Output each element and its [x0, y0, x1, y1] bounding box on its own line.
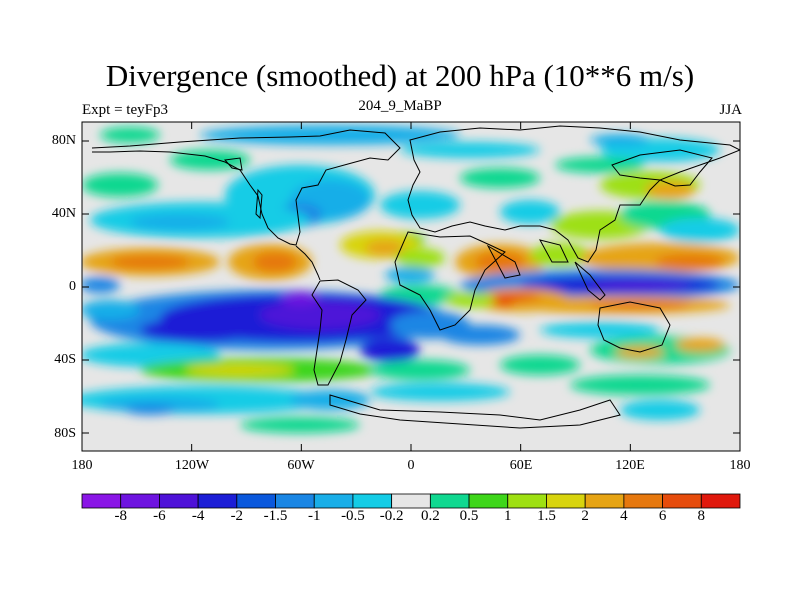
- lat-label: 80N: [51, 133, 76, 148]
- lon-label: 120E: [615, 458, 645, 473]
- colorbar-swatch: [352, 493, 393, 509]
- experiment-label: Expt = teyFp3: [82, 102, 168, 118]
- colorbar-label: -0.2: [379, 508, 404, 524]
- plot-title: Divergence (smoothed) at 200 hPa (10**6 …: [105, 58, 695, 93]
- colorbar-swatch: [662, 493, 702, 509]
- colorbar-label: 6: [658, 508, 667, 524]
- run-id-label: 204_9_MaBP: [358, 98, 442, 114]
- colorbar-label: -6: [153, 508, 166, 524]
- colorbar-swatch: [120, 493, 160, 509]
- colorbar-swatch: [81, 493, 122, 509]
- colorbar-swatch: [584, 493, 625, 509]
- colorbar-swatch: [468, 493, 509, 509]
- lon-label: 180: [71, 458, 93, 473]
- colorbar-swatch: [507, 493, 547, 509]
- lon-label: 60E: [509, 458, 533, 473]
- lon-label: 0: [407, 458, 415, 473]
- colorbar-swatch: [546, 493, 586, 509]
- colorbar-swatch: [159, 493, 199, 509]
- lon-label: 180: [729, 458, 751, 473]
- colorbar-label: 0.2: [420, 508, 440, 524]
- colorbar-label: 0.5: [459, 508, 479, 524]
- lon-label: 120W: [174, 458, 210, 473]
- colorbar-label: 8: [697, 508, 706, 524]
- colorbar-swatch: [313, 493, 354, 509]
- colorbar-swatch: [236, 493, 276, 509]
- lat-label: 40S: [54, 352, 76, 367]
- colorbar-label: 1.5: [537, 508, 556, 524]
- season-label: JJA: [719, 102, 742, 118]
- colorbar: [81, 493, 741, 509]
- colorbar-label: 4: [620, 508, 628, 524]
- axis-ticks: [81, 122, 741, 451]
- colorbar-label: -0.5: [341, 508, 365, 524]
- colorbar-swatch: [700, 493, 741, 509]
- lon-label: 60W: [287, 458, 315, 473]
- lat-label: 40N: [51, 206, 76, 221]
- colorbar-label: -4: [191, 508, 205, 524]
- colorbar-swatch: [391, 493, 431, 509]
- colorbar-swatch: [275, 493, 315, 509]
- colorbar-label: -8: [114, 508, 127, 524]
- colorbar-swatch: [623, 493, 663, 509]
- colorbar-label: 1: [504, 508, 512, 524]
- colorbar-label: -1: [307, 508, 321, 524]
- divergence-field: [82, 122, 740, 451]
- colorbar-swatch: [197, 493, 238, 509]
- colorbar-label: 2: [581, 508, 589, 524]
- coastlines: [91, 125, 740, 429]
- colorbar-label: -2: [230, 508, 244, 524]
- colorbar-swatch: [429, 493, 470, 509]
- colorbar-label: -1.5: [263, 508, 288, 524]
- lat-label: 0: [69, 279, 76, 294]
- lat-label: 80S: [54, 426, 76, 441]
